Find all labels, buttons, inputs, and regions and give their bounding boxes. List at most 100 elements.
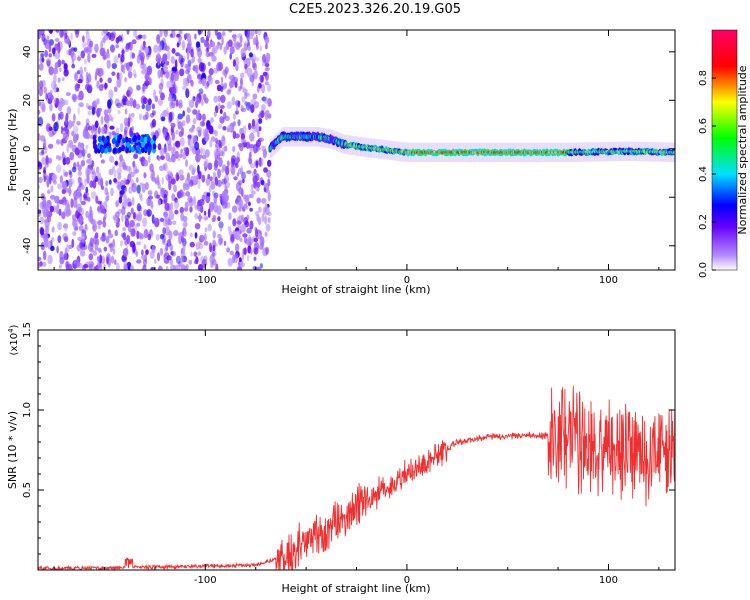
noise-blob (186, 50, 190, 61)
noise-blob (91, 106, 96, 115)
noise-blob (77, 70, 80, 75)
noise-blob (78, 225, 84, 232)
noise-blob (214, 30, 218, 36)
noise-blob (146, 65, 153, 76)
noise-blob (138, 232, 142, 239)
noise-blob (136, 230, 140, 240)
noise-blob (265, 223, 271, 232)
noise-blob (89, 205, 92, 216)
noise-blob (171, 48, 176, 54)
noise-blob (86, 45, 92, 55)
noise-blob (240, 72, 245, 78)
noise-blob (95, 68, 99, 76)
noise-blob (239, 35, 243, 44)
noise-blob (221, 134, 226, 142)
noise-blob (189, 206, 193, 213)
noise-blob (38, 63, 44, 71)
noise-blob (246, 34, 250, 42)
noise-blob (113, 216, 119, 224)
noise-blob (93, 266, 97, 270)
noise-blob (167, 157, 173, 163)
noise-blob (114, 229, 119, 237)
noise-blob (117, 181, 122, 191)
noise-blob (119, 154, 123, 162)
noise-blob (76, 121, 81, 126)
noise-blob (41, 103, 46, 113)
noise-blob (50, 237, 55, 242)
noise-blob (103, 211, 107, 220)
noise-blob (88, 213, 94, 223)
noise-blob (72, 125, 79, 134)
noise-blob (122, 248, 129, 257)
noise-blob (190, 58, 194, 64)
noise-blob (161, 187, 165, 195)
noise-blob (38, 109, 41, 115)
noise-blob (203, 39, 208, 48)
noise-blob (209, 139, 213, 148)
noise-blob (262, 149, 267, 159)
noise-blob (198, 62, 205, 72)
noise-blob (219, 116, 225, 124)
noise-blob (171, 67, 178, 72)
noise-blob (213, 195, 218, 204)
noise-blob (231, 205, 238, 213)
noise-blob (217, 237, 222, 244)
noise-blob (46, 199, 52, 208)
noise-blob (97, 220, 103, 226)
noise-blob (237, 197, 243, 204)
noise-blob (213, 45, 218, 54)
noise-blob (73, 113, 76, 123)
noise-blob (217, 216, 221, 222)
noise-blob (259, 263, 263, 269)
noise-blob (83, 263, 89, 269)
noise-blob (124, 108, 128, 115)
noise-blob (146, 209, 152, 217)
noise-blob (254, 210, 260, 217)
noise-blob (252, 53, 257, 63)
noise-blob (153, 258, 157, 264)
noise-blob (192, 195, 197, 206)
noise-blob (254, 123, 260, 133)
noise-blob (160, 69, 164, 78)
noise-blob (196, 112, 200, 121)
noise-blob (135, 177, 139, 183)
noise-blob (109, 155, 115, 163)
noise-blob (153, 89, 156, 99)
noise-blob (94, 232, 99, 239)
noise-blob (162, 109, 168, 117)
early-signal-blob (131, 146, 135, 153)
noise-blob (141, 183, 146, 193)
noise-blob (98, 248, 102, 254)
noise-blob (194, 223, 201, 230)
noise-blob (145, 181, 149, 190)
noise-blob (221, 31, 226, 37)
noise-blob (124, 77, 127, 83)
noise-blob (186, 106, 190, 112)
noise-blob (86, 192, 89, 197)
noise-blob (110, 44, 115, 53)
noise-blob (42, 250, 47, 261)
noise-blob (157, 183, 161, 189)
noise-blob (102, 220, 107, 228)
noise-blob (157, 51, 161, 58)
noise-blob (176, 266, 179, 270)
noise-blob (255, 34, 258, 44)
noise-blob (183, 229, 187, 237)
noise-blob (103, 127, 107, 134)
early-signal-blob (141, 141, 145, 148)
noise-blob (74, 30, 80, 35)
noise-blob (143, 172, 147, 179)
noise-blob (186, 42, 192, 53)
noise-blob (44, 49, 48, 58)
noise-blob (178, 34, 182, 42)
noise-blob (85, 186, 89, 194)
noise-blob (97, 206, 101, 212)
noise-blob (154, 177, 160, 184)
noise-blob (40, 193, 45, 200)
noise-blob (43, 138, 47, 147)
noise-blob (160, 116, 166, 122)
noise-blob (108, 233, 114, 239)
noise-blob (244, 30, 248, 36)
noise-blob (176, 42, 180, 48)
